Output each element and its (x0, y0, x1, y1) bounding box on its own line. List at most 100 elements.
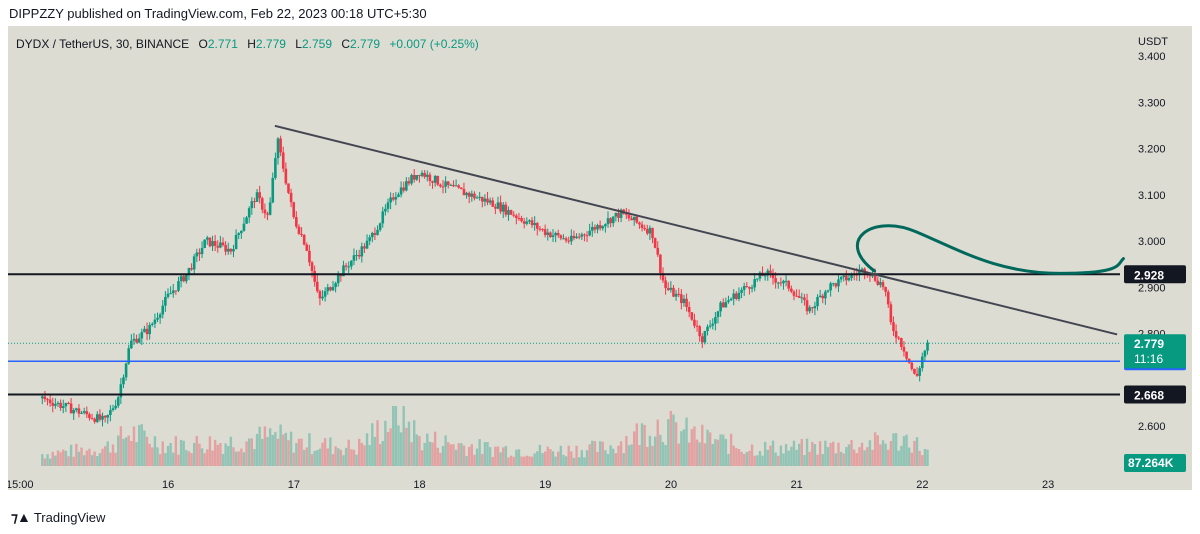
candle-body (758, 272, 762, 279)
candle-body (109, 410, 112, 415)
volume-bar (268, 428, 272, 466)
candle-body (588, 230, 591, 236)
volume-bar (297, 438, 301, 466)
candle-body (418, 175, 421, 177)
candle-body (329, 287, 332, 291)
volume-bar (813, 444, 817, 466)
volume-bar (847, 444, 851, 466)
level-label: 2.668 (1134, 389, 1164, 403)
volume-bar (331, 454, 335, 466)
volume-bar (549, 448, 552, 466)
volume-bar (546, 446, 549, 466)
y-tick-label: 2.600 (1138, 421, 1166, 433)
candle-body (119, 384, 123, 398)
candle-body (491, 200, 495, 207)
candle-body (784, 280, 788, 282)
candle-body (512, 214, 516, 216)
volume-bar (266, 437, 269, 466)
volume-bar (706, 429, 709, 466)
volume-bar (596, 451, 599, 466)
volume-bar (777, 455, 780, 466)
volume-bar (609, 445, 612, 466)
volume-bar (551, 451, 555, 466)
volume-bar (491, 456, 494, 466)
candle-body (365, 240, 369, 249)
volume-bar (630, 444, 633, 466)
volume-bar (114, 452, 117, 466)
volume-bar (887, 449, 890, 466)
volume-bar (860, 442, 864, 466)
volume-bar (543, 451, 547, 466)
volume-bar (329, 437, 332, 466)
candle-body (439, 184, 442, 187)
candle-body (148, 324, 151, 335)
candle-body (250, 201, 254, 209)
volume-bar (732, 445, 735, 466)
volume-bar (436, 447, 439, 466)
volume-bar (465, 455, 468, 466)
candle-body (292, 202, 296, 218)
candle-body (64, 402, 68, 407)
candle-body (617, 212, 620, 218)
volume-bar (735, 448, 738, 466)
price-chart[interactable]: 3.4003.3003.2003.1003.0002.9002.8002.600… (8, 26, 1192, 490)
volume-bar (371, 423, 374, 466)
symbol-legend: DYDX / TetherUS, 30, BINANCE O2.771 H2.7… (16, 37, 479, 51)
candle-body (132, 338, 136, 341)
candle-body (894, 331, 898, 338)
volume-label: 87.264K (1128, 456, 1174, 470)
volume-bar (685, 417, 688, 466)
volume-bar (344, 447, 348, 466)
volume-bar (866, 447, 869, 466)
candle-body (748, 287, 751, 289)
volume-bar (41, 454, 44, 466)
candle-body (839, 277, 843, 280)
volume-bar (255, 433, 259, 466)
candle-body (465, 192, 468, 196)
candle-body (499, 202, 502, 212)
volume-bar (766, 449, 769, 466)
candle-body (920, 356, 924, 369)
candle-body (268, 202, 272, 215)
volume-bar (101, 448, 104, 466)
candle-body (226, 248, 230, 252)
chart-area[interactable]: 3.4003.3003.2003.1003.0002.9002.8002.600… (8, 26, 1192, 490)
volume-bar (907, 447, 911, 466)
volume-bar (198, 443, 201, 466)
volume-bar (695, 439, 699, 466)
volume-bar (407, 421, 411, 466)
volume-bar (876, 435, 879, 466)
publish-header: DIPPZZY published on TradingView.com, Fe… (0, 0, 1200, 26)
candle-body (695, 325, 699, 327)
volume-bar (426, 433, 429, 466)
volume-bar (842, 453, 845, 466)
candle-body (562, 238, 565, 240)
volume-bar (792, 440, 796, 466)
volume-bar (418, 436, 421, 466)
candle-body (436, 175, 440, 185)
volume-bar (130, 441, 133, 466)
candle-body (706, 326, 709, 332)
candle-body (182, 276, 186, 282)
candle-body (185, 273, 188, 282)
volume-bar (797, 443, 801, 466)
candle-body (517, 217, 521, 219)
candle-body (402, 187, 406, 191)
volume-bar (894, 433, 898, 466)
volume-bar (124, 437, 128, 466)
volume-bar (533, 453, 536, 466)
volume-bar (106, 441, 109, 466)
candle-body (368, 237, 371, 241)
volume-bar (740, 451, 743, 466)
volume-bar (213, 439, 217, 466)
candle-body (693, 319, 696, 326)
candle-body (522, 221, 526, 224)
volume-bar (504, 446, 508, 466)
candle-body (593, 227, 597, 230)
volume-bar (619, 441, 623, 466)
tradingview-logo[interactable]: ⁊▲ TradingView (11, 509, 105, 526)
candle-body (166, 293, 170, 297)
candle-body (805, 300, 809, 312)
volume-bar (334, 446, 337, 466)
volume-bar (316, 450, 319, 466)
